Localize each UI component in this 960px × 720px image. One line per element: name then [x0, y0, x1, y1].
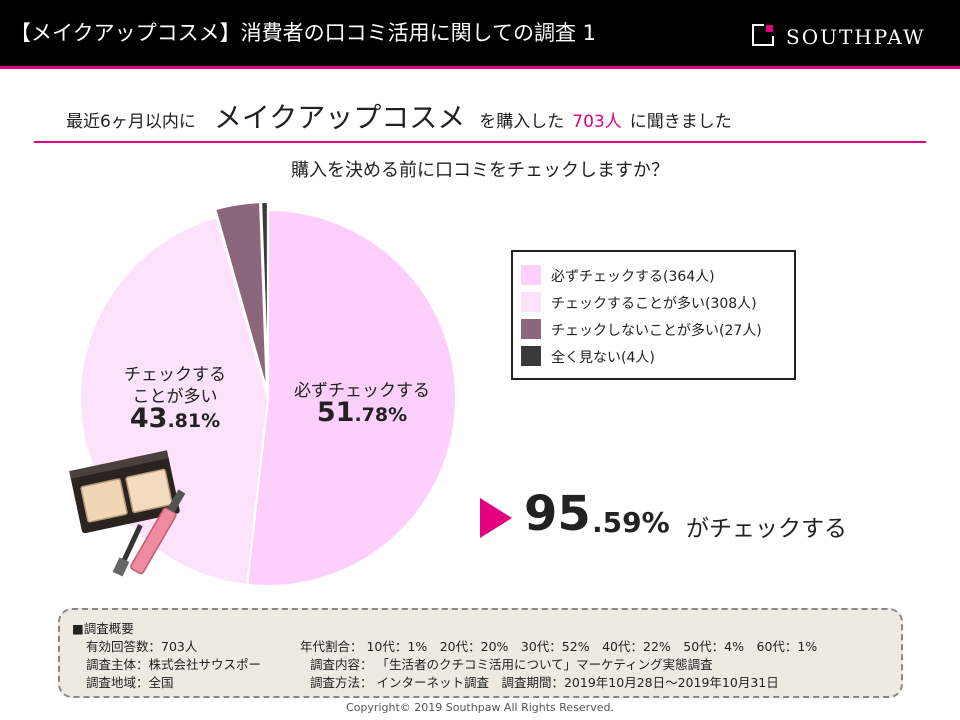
- compact-illustration: [69, 450, 180, 534]
- slice-1-text: 必ずチェックする: [294, 381, 430, 401]
- copyright: Copyright© 2019 Southpaw All Rights Rese…: [346, 701, 614, 714]
- pie-slice-1: [245, 208, 457, 587]
- survey-age-ratio: 年代割合： 10代：1% 20代：20% 30代：52% 40代：22% 50代…: [300, 639, 818, 654]
- header-bar: 【メイクアップコスメ】消費者の口コミ活用に関しての調査 1 SOUTHPAW: [0, 0, 960, 66]
- slice-1-percent-int: 51: [316, 397, 355, 428]
- logo-text: SOUTHPAW: [786, 25, 926, 49]
- legend-label-3: チェックしないことが多い(27人): [551, 323, 762, 339]
- survey-respondents: 有効回答数：703人: [86, 639, 198, 654]
- logo-mark-icon: [752, 24, 774, 46]
- legend-label-2: チェックすることが多い(308人): [551, 296, 757, 312]
- slice-2-percent-int: 43: [129, 403, 168, 434]
- legend-label-1: 必ずチェックする(364人): [551, 269, 715, 285]
- triangle-arrow-icon: [480, 498, 512, 538]
- subtitle-count: 703人: [572, 112, 622, 132]
- highlight-percent-dec: .59%: [592, 506, 670, 539]
- slice-2-text-line1: チェックする: [124, 365, 226, 385]
- survey-summary-box: ■調査概要 有効回答数：703人 調査主体：株式会社サウスポー 調査地域：全国 …: [58, 608, 903, 698]
- page-title: 【メイクアップコスメ】消費者の口コミ活用に関しての調査 1: [10, 21, 596, 45]
- slice-2-label: チェックする ことが多い 43.81%: [100, 364, 250, 433]
- legend-swatch-1: [521, 265, 541, 285]
- survey-sponsor: 調査主体：株式会社サウスポー: [86, 657, 262, 672]
- slice-1-percent-dec: .78%: [354, 404, 408, 426]
- slice-2-percent-dec: .81%: [167, 410, 221, 432]
- legend-swatch-2: [521, 292, 541, 312]
- subtitle-middle: を購入した: [479, 112, 565, 132]
- survey-question: 購入を決める前に口コミをチェックしますか？: [291, 160, 669, 181]
- survey-content: 調査内容： 「生活者のクチコミ活用について」マーケティング実態調査: [310, 657, 713, 672]
- header-accent-line: [0, 66, 960, 69]
- pie-slice-3: [214, 201, 268, 391]
- highlight-percent-int: 95: [524, 486, 591, 542]
- survey-region: 調査地域：全国: [86, 675, 174, 690]
- legend-swatch-3: [521, 319, 541, 339]
- legend-swatch-4: [521, 346, 541, 366]
- subtitle-suffix: に聞きました: [629, 112, 732, 132]
- brush-illustration: [112, 524, 143, 577]
- subtitle-underline: [34, 141, 926, 143]
- chart-legend: 必ずチェックする(364人) チェックすることが多い(308人) チェックしない…: [511, 250, 796, 380]
- survey-heading: ■調査概要: [72, 621, 134, 636]
- highlight-text: がチェックする: [686, 516, 847, 542]
- legend-label-4: 全く見ない(4人): [551, 350, 655, 366]
- subtitle-prefix: 最近6ヶ月以内に: [66, 112, 196, 132]
- pie-slice-4: [260, 201, 269, 391]
- survey-method: 調査方法： インターネット調査 調査期間：2019年10月28日～2019年10…: [310, 675, 779, 690]
- slice-2-text-line2: ことが多い: [132, 387, 218, 407]
- slice-1-label: 必ずチェックする 51.78%: [282, 380, 442, 427]
- lipstick-illustration: [130, 489, 186, 575]
- subtitle: 最近6ヶ月以内に メイクアップコスメ を購入した 703人 に聞きました: [66, 96, 732, 136]
- subtitle-category: メイクアップコスメ: [213, 101, 466, 134]
